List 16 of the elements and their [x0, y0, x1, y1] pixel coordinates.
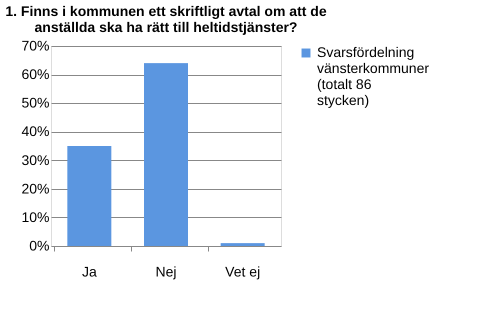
y-tick-label: 30% — [21, 152, 50, 168]
y-tick-label: 20% — [21, 180, 50, 196]
bar — [144, 63, 188, 246]
y-tick-label: 10% — [21, 208, 50, 225]
y-tick-label: 50% — [21, 94, 50, 111]
bar — [67, 146, 112, 246]
y-tick-label: 60% — [21, 66, 50, 82]
x-tick-label: Nej — [155, 264, 177, 280]
bar — [220, 243, 265, 246]
chart-title: 1. Finns i kommunen ett skriftligt avtal om att de anställda ska ha rätt till heltidstjänster? — [5, 3, 327, 35]
x-tick-label: Vet ej — [225, 264, 260, 280]
y-tick-label: 70% — [21, 38, 50, 54]
y-tick-label: 40% — [21, 123, 50, 140]
legend-label: Svarsfördelning vänsterkommuner (totalt 86 stycken) — [317, 44, 430, 108]
x-tick-label: Ja — [82, 264, 97, 280]
y-tick-label: 0% — [29, 238, 50, 254]
